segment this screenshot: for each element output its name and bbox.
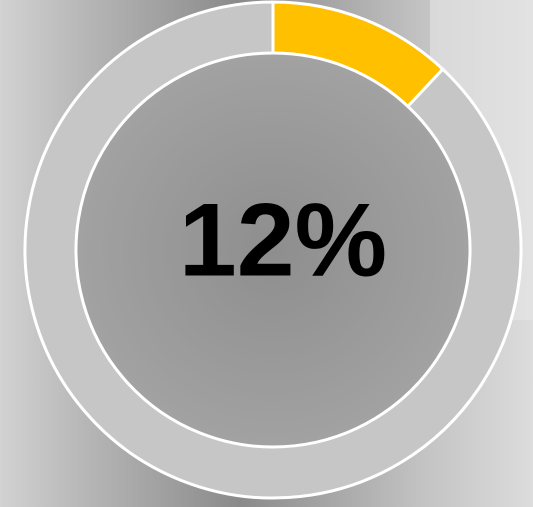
center-label: 12% bbox=[179, 182, 387, 298]
donut-hole bbox=[76, 53, 470, 447]
donut-segment bbox=[23, 0, 523, 500]
donut bbox=[23, 0, 523, 500]
